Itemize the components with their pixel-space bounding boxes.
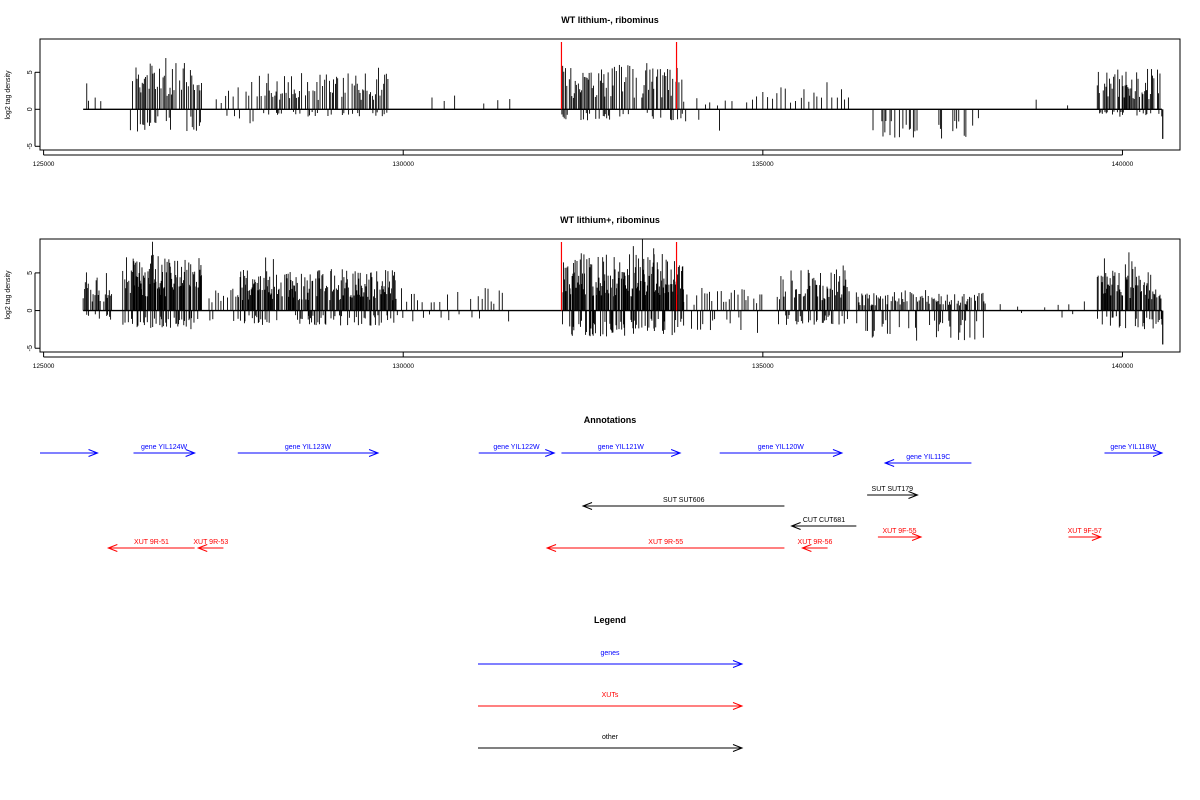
density-panel-lithium-minus: WT lithium-, ribominus log2 tag density … bbox=[5, 15, 1181, 168]
annotation-arrow: XUT 9R-56 bbox=[798, 539, 833, 552]
annotation-label: gene YIL121W bbox=[598, 444, 645, 451]
annotation-arrow: XUT 9R-51 bbox=[106, 539, 195, 552]
legend-arrow-genes: genes bbox=[478, 650, 744, 668]
annotation-label: SUT SUT179 bbox=[872, 486, 914, 493]
annotation-label: XUT 9R-55 bbox=[648, 539, 683, 546]
annotation-arrow: gene YIL121W bbox=[561, 444, 682, 457]
legend-label: other bbox=[602, 734, 619, 741]
y-tick-label: 0 bbox=[27, 107, 34, 111]
panel-title: WT lithium-, ribominus bbox=[561, 15, 659, 25]
legend-arrow-other: other bbox=[478, 734, 744, 752]
annotation-arrow: SUT SUT606 bbox=[581, 497, 785, 510]
annotation-label: gene YIL120W bbox=[758, 444, 805, 451]
y-tick-label: 5 bbox=[27, 271, 34, 275]
x-tick-label: 130000 bbox=[392, 363, 414, 370]
legend-label: XUTs bbox=[602, 692, 619, 699]
annotation-arrow: XUT 9R-55 bbox=[545, 539, 785, 552]
legend: Legend genes XUTs other bbox=[478, 615, 744, 752]
y-axis-label: log2 tag density bbox=[5, 270, 12, 320]
annotation-arrow: gene YIL124W bbox=[133, 444, 197, 457]
annotation-label: gene YIL124W bbox=[141, 444, 188, 451]
plot-frame bbox=[39, 238, 1181, 353]
axes: 125000 130000 135000 140000 -5 0 5 bbox=[27, 271, 1134, 370]
annotation-label: gene YIL119C bbox=[906, 454, 950, 461]
annotation-label: XUT 9F-55 bbox=[882, 528, 916, 535]
legend-title: Legend bbox=[594, 615, 626, 625]
annotation-arrow: CUT CUT681 bbox=[790, 517, 857, 530]
x-tick-label: 125000 bbox=[33, 363, 55, 370]
annotation-arrow: XUT 9F-57 bbox=[1068, 528, 1103, 541]
annotation-arrow: gene YIL120W bbox=[719, 444, 844, 457]
x-tick-label: 140000 bbox=[1112, 363, 1134, 370]
axes: 125000 130000 135000 140000 -5 0 5 bbox=[27, 70, 1134, 168]
annotation-label: XUT 9R-51 bbox=[134, 539, 169, 546]
panel-title: WT lithium+, ribominus bbox=[560, 215, 660, 225]
y-axis-label: log2 tag density bbox=[5, 70, 12, 120]
density-bars bbox=[82, 239, 1164, 345]
annotation-arrow: gene YIL119C bbox=[883, 454, 972, 467]
annotation-label: SUT SUT606 bbox=[663, 497, 705, 504]
y-tick-label: -5 bbox=[27, 345, 34, 351]
legend-arrow-xuts: XUTs bbox=[478, 692, 744, 710]
annotation-label: gene YIL123W bbox=[285, 444, 332, 451]
annotations-title: Annotations bbox=[584, 415, 637, 425]
annotation-arrow: gene YIL118W bbox=[1104, 444, 1164, 457]
annotation-label: gene YIL118W bbox=[1110, 444, 1156, 451]
x-tick-label: 135000 bbox=[752, 161, 774, 168]
annotation-arrow: gene YIL122W bbox=[478, 444, 556, 457]
annotation-arrow: XUT 9F-55 bbox=[877, 528, 923, 541]
x-tick-label: 135000 bbox=[752, 363, 774, 370]
annotation-label: XUT 9F-57 bbox=[1068, 528, 1102, 535]
x-tick-label: 130000 bbox=[392, 161, 414, 168]
density-bars bbox=[83, 42, 1164, 139]
y-tick-label: 0 bbox=[27, 309, 34, 313]
legend-items: genes XUTs other bbox=[478, 650, 744, 752]
annotation-label: XUT 9R-56 bbox=[798, 539, 833, 546]
annotation-arrows: gene YIL124W gene YIL123W gene YIL122W gene… bbox=[40, 444, 1164, 552]
density-panel-lithium-plus: WT lithium+, ribominus log2 tag density … bbox=[5, 215, 1181, 370]
annotation-label: gene YIL122W bbox=[493, 444, 540, 451]
legend-label: genes bbox=[600, 650, 620, 657]
x-tick-label: 125000 bbox=[33, 161, 55, 168]
plot-frame bbox=[39, 38, 1181, 151]
annotation-arrow: XUT 9R-53 bbox=[193, 539, 228, 552]
annotation-label: XUT 9R-53 bbox=[193, 539, 228, 546]
annotation-arrow: SUT SUT179 bbox=[867, 486, 919, 499]
annotations-track: Annotations gene YIL124W gene YIL123W gene… bbox=[40, 415, 1164, 552]
annotation-label: CUT CUT681 bbox=[803, 517, 845, 524]
y-tick-label: -5 bbox=[27, 143, 34, 149]
annotation-arrow bbox=[40, 449, 99, 457]
annotation-arrow: gene YIL123W bbox=[237, 444, 380, 457]
y-tick-label: 5 bbox=[27, 70, 34, 74]
x-tick-label: 140000 bbox=[1112, 161, 1134, 168]
